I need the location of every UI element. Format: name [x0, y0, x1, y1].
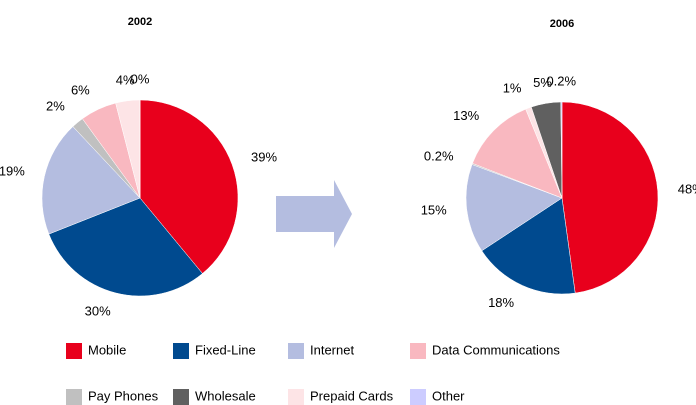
pie-slice [560, 101, 563, 199]
data-label: 1% [503, 81, 522, 96]
arrow [276, 180, 352, 248]
data-label: 6% [71, 83, 90, 98]
legend-swatch [173, 389, 189, 405]
legend-label: Wholesale [195, 388, 256, 403]
legend-swatch [66, 343, 82, 359]
chart-title: 2006 [550, 18, 574, 30]
legend-label: Other [432, 388, 465, 403]
legend-swatch [288, 389, 304, 405]
legend-label: Internet [310, 342, 354, 357]
data-label: 18% [488, 295, 514, 310]
legend-label: Fixed-Line [195, 342, 256, 357]
chart-title: 2002 [128, 16, 152, 28]
data-label: 0% [131, 71, 150, 86]
legend-swatch [410, 389, 426, 405]
legend-swatch [410, 343, 426, 359]
data-label: 5% [533, 75, 552, 90]
data-label: 15% [421, 202, 447, 217]
data-label: 30% [85, 304, 111, 319]
data-label: 4% [116, 72, 135, 87]
pie-slice [48, 197, 203, 297]
data-label: 48% [678, 181, 696, 196]
pie-slice [139, 99, 239, 274]
legend-swatch [66, 389, 82, 405]
pie-slice [41, 126, 141, 235]
pie-slice [481, 197, 576, 295]
legend-label: Pay Phones [88, 388, 159, 403]
data-label: 39% [251, 149, 277, 164]
pie-slice [561, 101, 659, 294]
legend-label: Mobile [88, 342, 126, 357]
data-label: 2% [46, 99, 65, 114]
data-label: 0.2% [546, 73, 576, 88]
data-label: 13% [453, 108, 479, 123]
data-label: 19% [0, 164, 25, 179]
pie-slice [465, 164, 563, 252]
legend-swatch [173, 343, 189, 359]
pie-slice [472, 108, 563, 199]
legend-label: Prepaid Cards [310, 388, 394, 403]
data-label: 0.2% [424, 148, 454, 163]
legend-label: Data Communications [432, 342, 560, 357]
legend-swatch [288, 343, 304, 359]
